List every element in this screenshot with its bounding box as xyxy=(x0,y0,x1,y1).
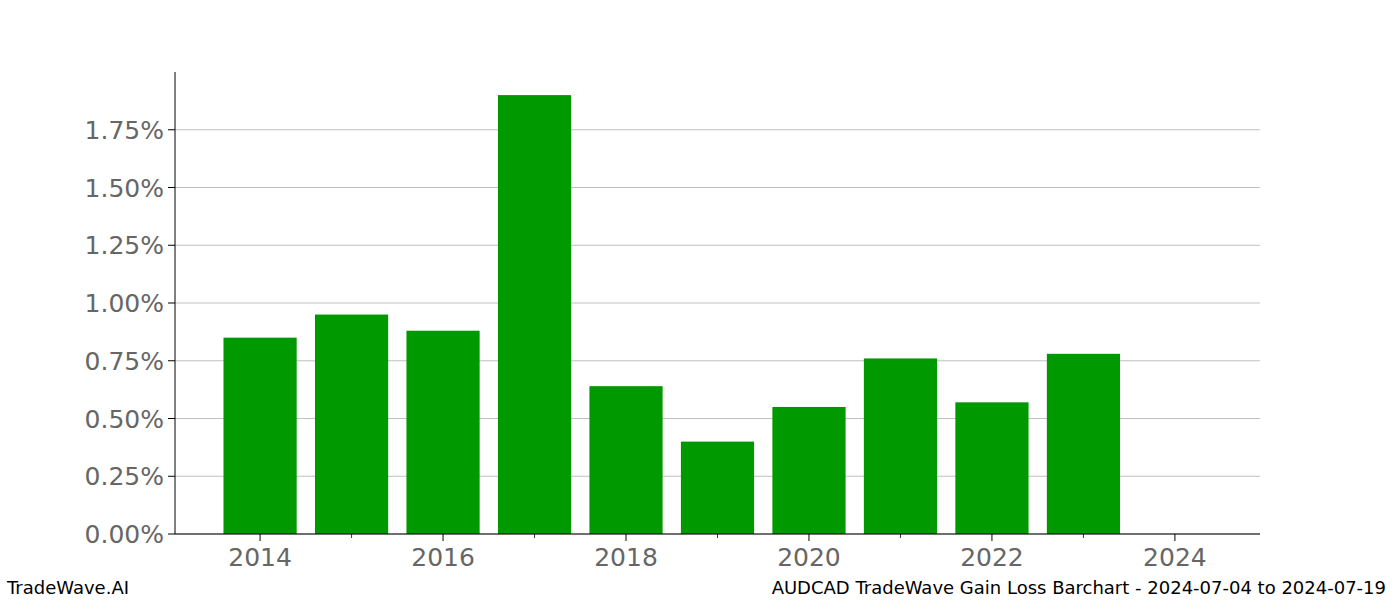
x-minor-tick xyxy=(534,534,535,538)
x-tick xyxy=(991,534,992,541)
watermark: TradeWave.AI xyxy=(6,577,129,598)
y-tick xyxy=(168,360,175,361)
bar xyxy=(223,338,296,534)
x-tick-label: 2024 xyxy=(1143,543,1207,572)
y-tick-label: 0.25% xyxy=(85,462,164,491)
y-tick-label: 1.75% xyxy=(85,116,164,145)
y-tick xyxy=(168,187,175,188)
x-tick xyxy=(443,534,444,541)
x-minor-tick xyxy=(900,534,901,538)
bar xyxy=(955,402,1028,534)
x-tick-label: 2020 xyxy=(777,543,841,572)
grid-line xyxy=(175,187,1260,188)
grid-line xyxy=(175,303,1260,304)
y-tick-label: 0.75% xyxy=(85,347,164,376)
x-tick-label: 2016 xyxy=(411,543,475,572)
y-tick xyxy=(168,418,175,419)
x-tick xyxy=(1174,534,1175,541)
x-minor-tick xyxy=(1083,534,1084,538)
y-tick xyxy=(168,129,175,130)
x-tick xyxy=(626,534,627,541)
x-axis-line xyxy=(175,534,1260,535)
bar xyxy=(681,442,754,534)
x-tick-label: 2018 xyxy=(594,543,658,572)
y-tick xyxy=(168,476,175,477)
bar xyxy=(772,407,845,534)
bar xyxy=(498,95,571,534)
bar xyxy=(406,331,479,534)
x-tick xyxy=(260,534,261,541)
chart: 0.00% 0.25% 0.50% 0.75% 1.00% 1.25% 1.50% 1.75%… xyxy=(0,0,1400,600)
bar xyxy=(864,358,937,534)
bar xyxy=(1047,354,1120,534)
y-tick-label: 1.00% xyxy=(85,289,164,318)
y-tick xyxy=(168,534,175,535)
x-minor-tick xyxy=(351,534,352,538)
y-tick-label: 1.25% xyxy=(85,231,164,260)
x-tick-label: 2022 xyxy=(960,543,1024,572)
y-tick-label: 1.50% xyxy=(85,174,164,203)
title: AUDCAD TradeWave Gain Loss Barchart - 20… xyxy=(772,577,1386,598)
y-axis-line xyxy=(175,72,176,534)
x-tick-label: 2014 xyxy=(228,543,292,572)
x-tick xyxy=(808,534,809,541)
y-tick-label: 0.00% xyxy=(85,520,164,549)
grid-line xyxy=(175,534,1260,535)
bar xyxy=(315,315,388,534)
bar xyxy=(589,386,662,534)
x-minor-tick xyxy=(717,534,718,538)
y-tick xyxy=(168,303,175,304)
y-tick-label: 0.50% xyxy=(85,405,164,434)
chart-container: 0.00% 0.25% 0.50% 0.75% 1.00% 1.25% 1.50% 1.75%… xyxy=(0,0,1400,600)
y-tick xyxy=(168,245,175,246)
grid-line xyxy=(175,129,1260,130)
grid-line xyxy=(175,245,1260,246)
bars xyxy=(223,95,1120,534)
